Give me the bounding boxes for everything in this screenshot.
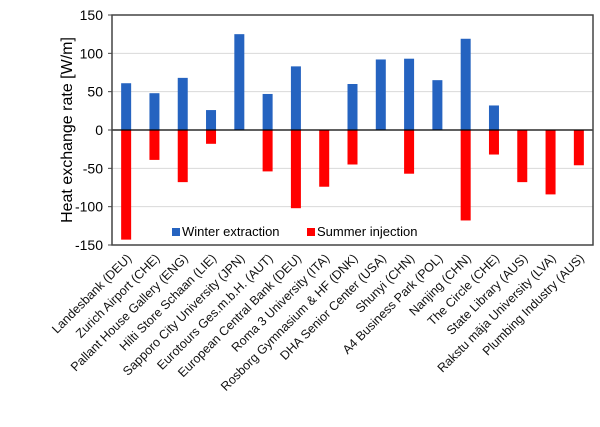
bar-summer xyxy=(290,130,301,209)
bar-winter xyxy=(432,80,443,130)
bar-winter xyxy=(460,38,471,131)
bar-summer xyxy=(573,130,584,166)
y-axis-ticks: -150 -100 -50 0 50 100 150 xyxy=(75,7,112,253)
bar-summer xyxy=(319,130,330,187)
bar-summer xyxy=(206,130,217,144)
bar-winter xyxy=(177,77,188,130)
bar-summer xyxy=(404,130,415,174)
y-tick-label: 100 xyxy=(80,45,104,61)
bar-winter xyxy=(262,93,273,130)
bar-winter xyxy=(206,110,217,130)
bar-summer xyxy=(177,130,188,183)
bar-summer xyxy=(460,130,471,221)
legend: Winter extraction Summer injection xyxy=(172,224,417,239)
y-tick-label: 150 xyxy=(80,7,104,23)
bar-summer xyxy=(347,130,358,165)
legend-label-winter: Winter extraction xyxy=(182,224,280,239)
legend-swatch-summer xyxy=(307,228,315,236)
bar-winter xyxy=(488,105,499,130)
y-tick-label: -100 xyxy=(75,199,103,215)
bar-summer xyxy=(121,130,132,240)
bar-winter xyxy=(290,66,301,130)
bar-winter xyxy=(347,84,358,130)
bar-summer xyxy=(488,130,499,155)
bar-summer xyxy=(149,130,160,160)
y-tick-label: 50 xyxy=(87,84,103,100)
bar-summer xyxy=(517,130,528,183)
y-tick-label: -50 xyxy=(83,160,103,176)
bar-winter xyxy=(375,59,386,130)
y-tick-label: -150 xyxy=(75,237,103,253)
bar-summer xyxy=(545,130,556,195)
bar-winter xyxy=(404,58,415,131)
y-axis-label: Heat exchange rate [W/m] xyxy=(59,37,76,223)
bars xyxy=(121,34,584,240)
y-tick-label: 0 xyxy=(95,122,103,138)
legend-swatch-winter xyxy=(172,228,180,236)
bar-summer xyxy=(262,130,273,172)
bar-winter xyxy=(234,34,245,130)
x-axis-categories: Landesbank (DEU)Zurich Airport (CHE)Pall… xyxy=(49,251,587,394)
bar-winter xyxy=(149,93,160,130)
bar-winter xyxy=(121,83,132,130)
legend-label-summer: Summer injection xyxy=(317,224,417,239)
